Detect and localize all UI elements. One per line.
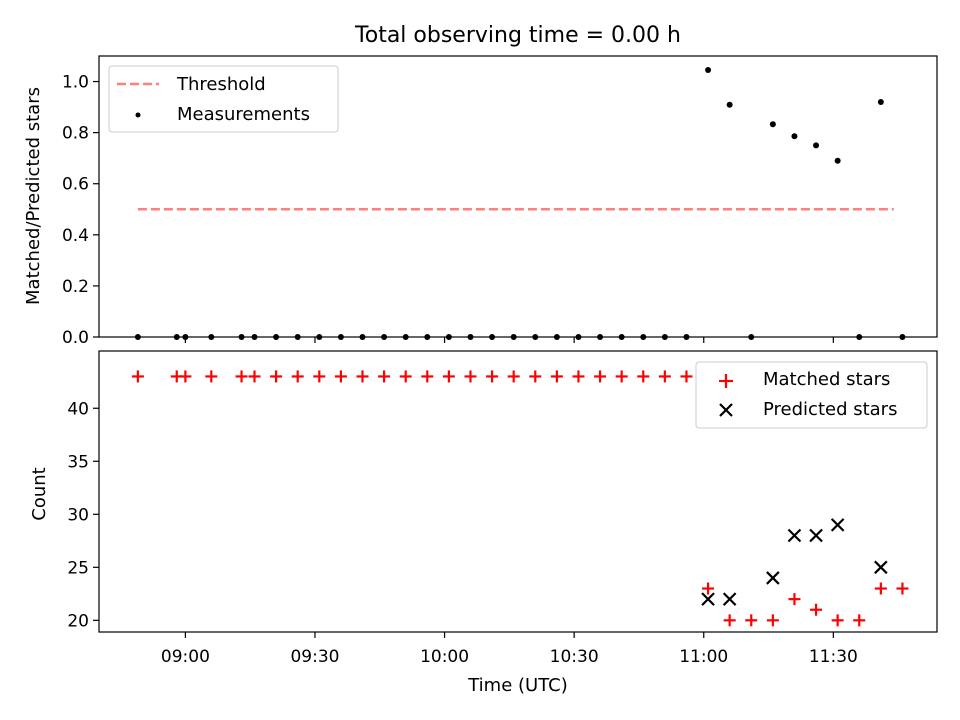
predicted-star-point bbox=[701, 592, 715, 606]
predicted-star-point bbox=[874, 560, 888, 575]
matched-star-point bbox=[334, 370, 347, 383]
matched-star-point bbox=[572, 370, 585, 383]
top-legend: Threshold Measurements bbox=[108, 65, 339, 133]
y-tick-label: 35 bbox=[67, 452, 89, 472]
y-tick-label: 1.0 bbox=[62, 73, 89, 93]
legend-matched-marker bbox=[719, 374, 733, 388]
top-axes-frame bbox=[98, 55, 938, 338]
matched-star-point bbox=[235, 370, 248, 383]
bottom-legend-box bbox=[695, 361, 928, 429]
x-tick-label: 10:00 bbox=[420, 647, 469, 667]
bottom-axes-frame bbox=[98, 350, 938, 633]
matched-star-point bbox=[788, 593, 801, 606]
matched-star-point bbox=[874, 582, 887, 595]
matched-star-point bbox=[270, 370, 283, 383]
y-tick-label: 20 bbox=[67, 611, 89, 631]
figure-title: Total observing time = 0.00 h bbox=[354, 23, 681, 48]
predicted-star-point bbox=[722, 592, 737, 606]
top-y-ticks: 0.0 0.2 0.4 0.6 0.8 1.0 bbox=[62, 73, 99, 348]
matched-star-point bbox=[291, 370, 304, 383]
y-tick-label: 0.0 bbox=[62, 328, 89, 348]
y-tick-label: 0.6 bbox=[62, 175, 89, 195]
y-tick-label: 40 bbox=[67, 399, 89, 419]
matched-star-point bbox=[615, 370, 628, 383]
bottom-plot-marks bbox=[131, 370, 909, 627]
matched-star-point bbox=[702, 582, 715, 595]
top-panel: 0.0 0.2 0.4 0.6 0.8 1.0 Matched/Predicted sta… bbox=[23, 55, 938, 348]
matched-star-point bbox=[356, 370, 369, 383]
matched-star-point bbox=[529, 370, 542, 383]
y-tick-label: 25 bbox=[67, 558, 89, 578]
measurement-point bbox=[726, 101, 733, 108]
bottom-x-ticks: 09:00 09:30 10:00 10:30 11:00 11:30 bbox=[161, 632, 858, 667]
matched-star-point bbox=[594, 370, 607, 383]
measurement-point bbox=[813, 142, 820, 149]
matched-star-point bbox=[248, 370, 261, 383]
matched-star-point bbox=[637, 370, 650, 383]
bottom-y-axis-label: Count bbox=[29, 467, 50, 520]
y-tick-label: 0.4 bbox=[62, 226, 89, 246]
matched-star-point bbox=[205, 370, 218, 383]
matched-star-point bbox=[853, 614, 866, 627]
matched-star-point bbox=[464, 370, 477, 383]
matched-star-point bbox=[399, 370, 412, 383]
legend-matched-label: Matched stars bbox=[763, 369, 890, 390]
matched-star-point bbox=[131, 370, 144, 383]
legend-measurements-label: Measurements bbox=[177, 104, 310, 125]
matched-star-point bbox=[723, 614, 736, 627]
matched-star-point bbox=[658, 370, 671, 383]
bottom-x-axis-label: Time (UTC) bbox=[467, 675, 568, 696]
matched-star-point bbox=[507, 370, 520, 383]
top-y-axis-label: Matched/Predicted stars bbox=[23, 87, 44, 305]
x-tick-label: 09:00 bbox=[161, 647, 210, 667]
matched-star-point bbox=[680, 370, 693, 383]
x-tick-label: 09:30 bbox=[290, 647, 339, 667]
predicted-star-point bbox=[809, 528, 823, 543]
legend-threshold-label: Threshold bbox=[176, 74, 266, 95]
bottom-y-ticks: 20 25 30 35 40 bbox=[67, 399, 99, 631]
predicted-star-point bbox=[766, 571, 780, 585]
x-tick-label: 11:30 bbox=[809, 647, 858, 667]
matched-star-point bbox=[378, 370, 391, 383]
predicted-star-point bbox=[830, 518, 845, 532]
x-tick-label: 10:30 bbox=[550, 647, 599, 667]
predicted-star-point bbox=[787, 528, 802, 543]
matched-star-point bbox=[896, 582, 909, 595]
matched-star-point bbox=[313, 370, 326, 383]
matched-star-point bbox=[766, 614, 779, 627]
matched-star-point bbox=[550, 370, 563, 383]
measurement-point bbox=[834, 157, 841, 164]
x-tick-label: 11:00 bbox=[679, 647, 728, 667]
matched-star-point bbox=[179, 370, 192, 383]
top-legend-box bbox=[108, 65, 339, 133]
matched-star-point bbox=[745, 614, 758, 627]
bottom-panel: 20 25 30 35 40 09:00 09:30 10:00 10:30 11:00 11:3… bbox=[29, 350, 938, 696]
matched-star-point bbox=[442, 370, 455, 383]
matched-star-point bbox=[421, 370, 434, 383]
legend-predicted-marker bbox=[719, 403, 733, 417]
legend-predicted-label: Predicted stars bbox=[763, 399, 897, 420]
y-tick-label: 0.8 bbox=[62, 124, 89, 144]
measurement-point bbox=[705, 67, 712, 74]
y-tick-label: 30 bbox=[67, 505, 89, 525]
bottom-legend: Matched stars Predicted stars bbox=[695, 361, 928, 429]
measurement-point bbox=[769, 121, 776, 128]
matched-star-point bbox=[486, 370, 499, 383]
measurement-point bbox=[791, 133, 798, 140]
matched-star-point bbox=[831, 614, 844, 627]
y-tick-label: 0.2 bbox=[62, 277, 89, 297]
legend-measurements-marker bbox=[135, 112, 141, 118]
matched-star-point bbox=[810, 603, 823, 616]
top-x-ticks bbox=[184, 337, 834, 343]
measurement-point bbox=[877, 98, 884, 105]
